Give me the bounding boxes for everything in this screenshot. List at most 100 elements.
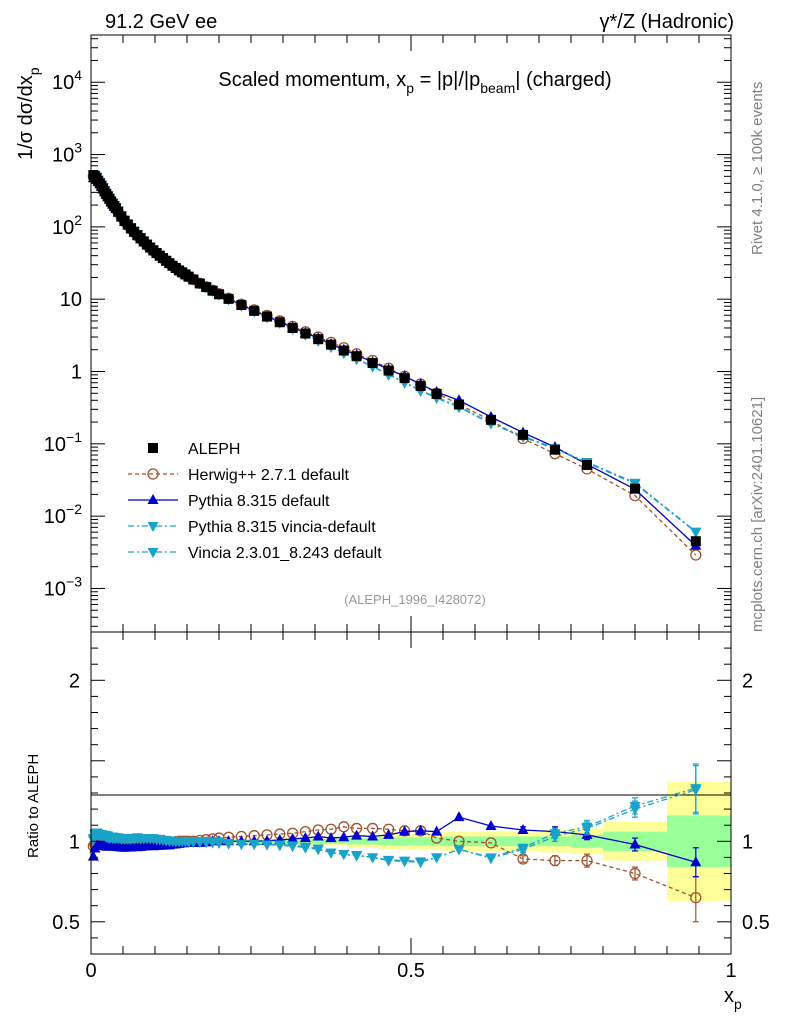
- point-data: [249, 305, 260, 316]
- ratio-series-layer: [87, 763, 702, 923]
- side-label-mcplots: mcplots.cern.ch [arXiv:2401.10621]: [749, 397, 766, 632]
- legend-item-vincia: Vincia 2.3.01_8.243 default: [128, 545, 382, 562]
- ratio-point-vincia: [274, 841, 286, 852]
- x-label-sub: p: [734, 996, 742, 1012]
- ratio-point-pythia: [312, 830, 324, 841]
- point-data: [630, 483, 640, 494]
- y-tick-label-base: 10: [52, 217, 74, 239]
- ratio-point-vincia: [287, 842, 299, 853]
- legend-marker-herwig: [147, 468, 159, 480]
- point-data: [383, 365, 394, 376]
- point-data: [338, 345, 349, 356]
- y-tick-label-exp: 3: [74, 140, 82, 156]
- y-tick-label-exp: 2: [74, 212, 82, 228]
- ratio-point-vincia: [431, 853, 443, 864]
- band-inner: [379, 837, 411, 846]
- x-tick-label: 0.5: [397, 960, 425, 982]
- point-data: [486, 414, 496, 425]
- title-sub-p: p: [406, 80, 414, 96]
- y-tick-label: 104: [52, 67, 82, 94]
- series-vincia-ratio: [87, 765, 702, 869]
- ratio-y-tick-label-left: 0.5: [52, 912, 80, 934]
- y-tick-label-exp: −3: [66, 573, 82, 589]
- point-data: [274, 317, 285, 328]
- ratio-y-tick-label-left: 1: [69, 831, 80, 853]
- point-data: [550, 444, 560, 455]
- ratio-point-pythia: [383, 828, 395, 839]
- title-part-a: Scaled momentum, x: [218, 69, 406, 91]
- band-inner: [411, 837, 443, 846]
- ratio-point-vincia: [325, 848, 337, 859]
- legend-label-data: ALEPH: [188, 441, 240, 458]
- legend-item-herwig: Herwig++ 2.7.1 default: [128, 467, 350, 484]
- ratio-point-pythia: [431, 825, 443, 836]
- ratio-point-pythia: [351, 829, 363, 840]
- series-data-main: [88, 170, 701, 547]
- legend: ALEPH Herwig++ 2.7.1 default Pythia 8.315 …: [128, 441, 382, 562]
- band-inner: [443, 836, 475, 847]
- ratio-point-herwig: [485, 837, 497, 849]
- point-data: [262, 311, 272, 322]
- ratio-point-vincia: [338, 850, 350, 861]
- ratio-point-pythia: [629, 838, 641, 849]
- point-data: [367, 358, 378, 369]
- legend-marker-vincia: [147, 548, 159, 558]
- point-data: [207, 285, 218, 296]
- ratio-panel: 0.5 0.51 12 2 0 0.5 1 Ratio to ALEPH xp: [25, 631, 770, 1012]
- ratio-point-vincia: [690, 785, 702, 796]
- y-tick-label: 10−1: [44, 429, 82, 456]
- band-inner: [475, 836, 507, 847]
- ratio-y-axis-label: Ratio to ALEPH: [25, 754, 42, 858]
- header-left: 91.2 GeV ee: [105, 11, 217, 33]
- y-label-main: 1/σ dσ/dx: [15, 75, 37, 160]
- y-tick-label-base: 10: [52, 145, 74, 167]
- ratio-point-vincia: [629, 805, 641, 816]
- point-data: [518, 429, 528, 440]
- band-inner: [571, 834, 603, 848]
- legend-item-data: ALEPH: [148, 441, 240, 458]
- ratio-point-vincia: [581, 824, 593, 835]
- point-data: [415, 381, 426, 392]
- y-tick-label: 102: [52, 212, 82, 239]
- x-tick-label: 0: [85, 960, 96, 982]
- title-sub-beam: beam: [480, 80, 515, 96]
- ratio-point-pythia: [453, 811, 465, 822]
- ratio-y-tick-label-right: 1: [742, 831, 753, 853]
- reference-label: (ALEPH_1996_I428072): [344, 592, 486, 607]
- x-tick-label: 1: [725, 960, 736, 982]
- y-tick-label: 103: [52, 140, 82, 167]
- ratio-point-pythia: [299, 832, 311, 843]
- point-data: [431, 388, 442, 399]
- x-axis-label: xp: [724, 985, 742, 1012]
- band-inner: [347, 838, 379, 845]
- ratio-point-pythia: [399, 825, 411, 836]
- ratio-point-herwig: [629, 867, 641, 880]
- point-data: [326, 339, 336, 350]
- y-tick-label-base: 10: [44, 434, 66, 456]
- ratio-point-vincia: [299, 843, 311, 854]
- legend-marker-pythia: [147, 494, 159, 504]
- point-data: [194, 278, 205, 289]
- legend-item-pythia: Pythia 8.315 default: [128, 493, 330, 510]
- point-data: [690, 536, 701, 547]
- point-herwig: [690, 549, 702, 561]
- ratio-point-vincia: [351, 851, 363, 862]
- y-tick-label-exp: 4: [74, 67, 82, 83]
- point-data: [313, 334, 324, 345]
- ratio-point-pythia: [690, 856, 702, 867]
- point-data: [236, 300, 247, 311]
- point-data: [223, 293, 234, 304]
- legend-marker-vincia_default: [147, 522, 159, 532]
- legend-item-vincia_default: Pythia 8.315 vincia-default: [128, 519, 376, 536]
- ratio-point-vincia: [213, 838, 225, 849]
- legend-marker-data: [148, 443, 158, 453]
- y-label-sub: p: [26, 67, 42, 75]
- point-data: [454, 399, 464, 410]
- band-inner: [283, 838, 347, 844]
- y-tick-label-exp: −1: [66, 429, 82, 445]
- y-tick-label: 10: [60, 289, 82, 311]
- point-data: [214, 289, 224, 300]
- header-right: γ*/Z (Hadronic): [600, 11, 734, 33]
- y-tick-label: 1: [71, 362, 82, 384]
